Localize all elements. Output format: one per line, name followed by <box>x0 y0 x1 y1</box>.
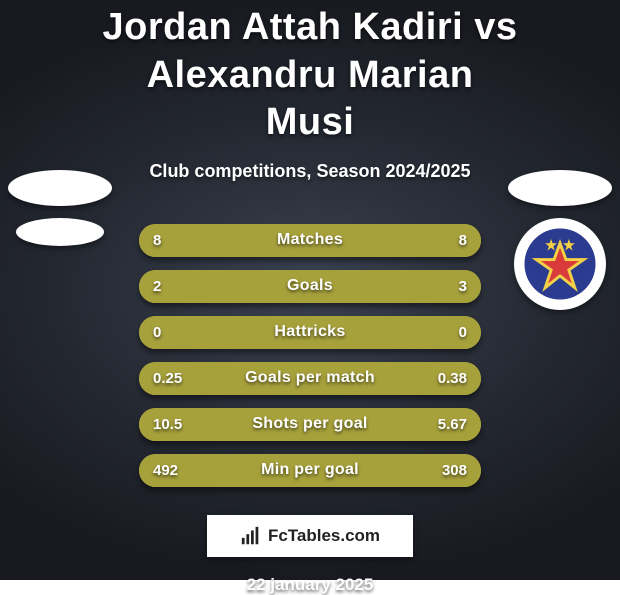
stat-bar: Goals2 3 <box>139 270 481 303</box>
club-badge-placeholder <box>16 218 104 246</box>
brand-footer: FcTables.com <box>207 515 413 557</box>
stat-value-left: 8 <box>153 224 161 257</box>
chart-icon <box>240 525 262 547</box>
player-badge-placeholder <box>508 170 612 206</box>
club-crest <box>514 218 606 310</box>
player-badge-placeholder <box>8 170 112 206</box>
brand-text: FcTables.com <box>268 526 380 546</box>
stat-value-left: 2 <box>153 270 161 303</box>
stat-value-left: 492 <box>153 454 178 487</box>
stat-value-right: 3 <box>459 270 467 303</box>
title-line-2: Musi <box>266 101 355 143</box>
stat-label: Goals <box>139 270 481 303</box>
right-badges <box>508 170 612 310</box>
stat-value-right: 8 <box>459 224 467 257</box>
stat-bar: Goals per match0.25 0.38 <box>139 362 481 395</box>
stat-bar: Shots per goal10.5 5.67 <box>139 408 481 441</box>
stat-bar: Min per goal492 308 <box>139 454 481 487</box>
stat-bar: Matches8 8 <box>139 224 481 257</box>
left-badges <box>8 170 112 246</box>
title-line-1: Jordan Attah Kadiri vs Alexandru Marian <box>102 6 517 96</box>
stats-bars: Matches8 8 Goals2 3 Hattricks0 0 Goals per mat… <box>139 224 481 487</box>
crest-icon <box>523 227 597 301</box>
stat-value-right: 308 <box>442 454 467 487</box>
stat-label: Goals per match <box>139 362 481 395</box>
date-text: 22 january 2025 <box>0 575 620 595</box>
stat-label: Shots per goal <box>139 408 481 441</box>
stat-value-right: 0 <box>459 316 467 349</box>
stat-label: Matches <box>139 224 481 257</box>
stat-label: Min per goal <box>139 454 481 487</box>
stat-value-right: 5.67 <box>438 408 467 441</box>
page-title: Jordan Attah Kadiri vs Alexandru Marian … <box>0 0 620 147</box>
stat-value-right: 0.38 <box>438 362 467 395</box>
stat-label: Hattricks <box>139 316 481 349</box>
stat-value-left: 10.5 <box>153 408 182 441</box>
stat-bar: Hattricks0 0 <box>139 316 481 349</box>
stat-value-left: 0 <box>153 316 161 349</box>
stat-value-left: 0.25 <box>153 362 182 395</box>
